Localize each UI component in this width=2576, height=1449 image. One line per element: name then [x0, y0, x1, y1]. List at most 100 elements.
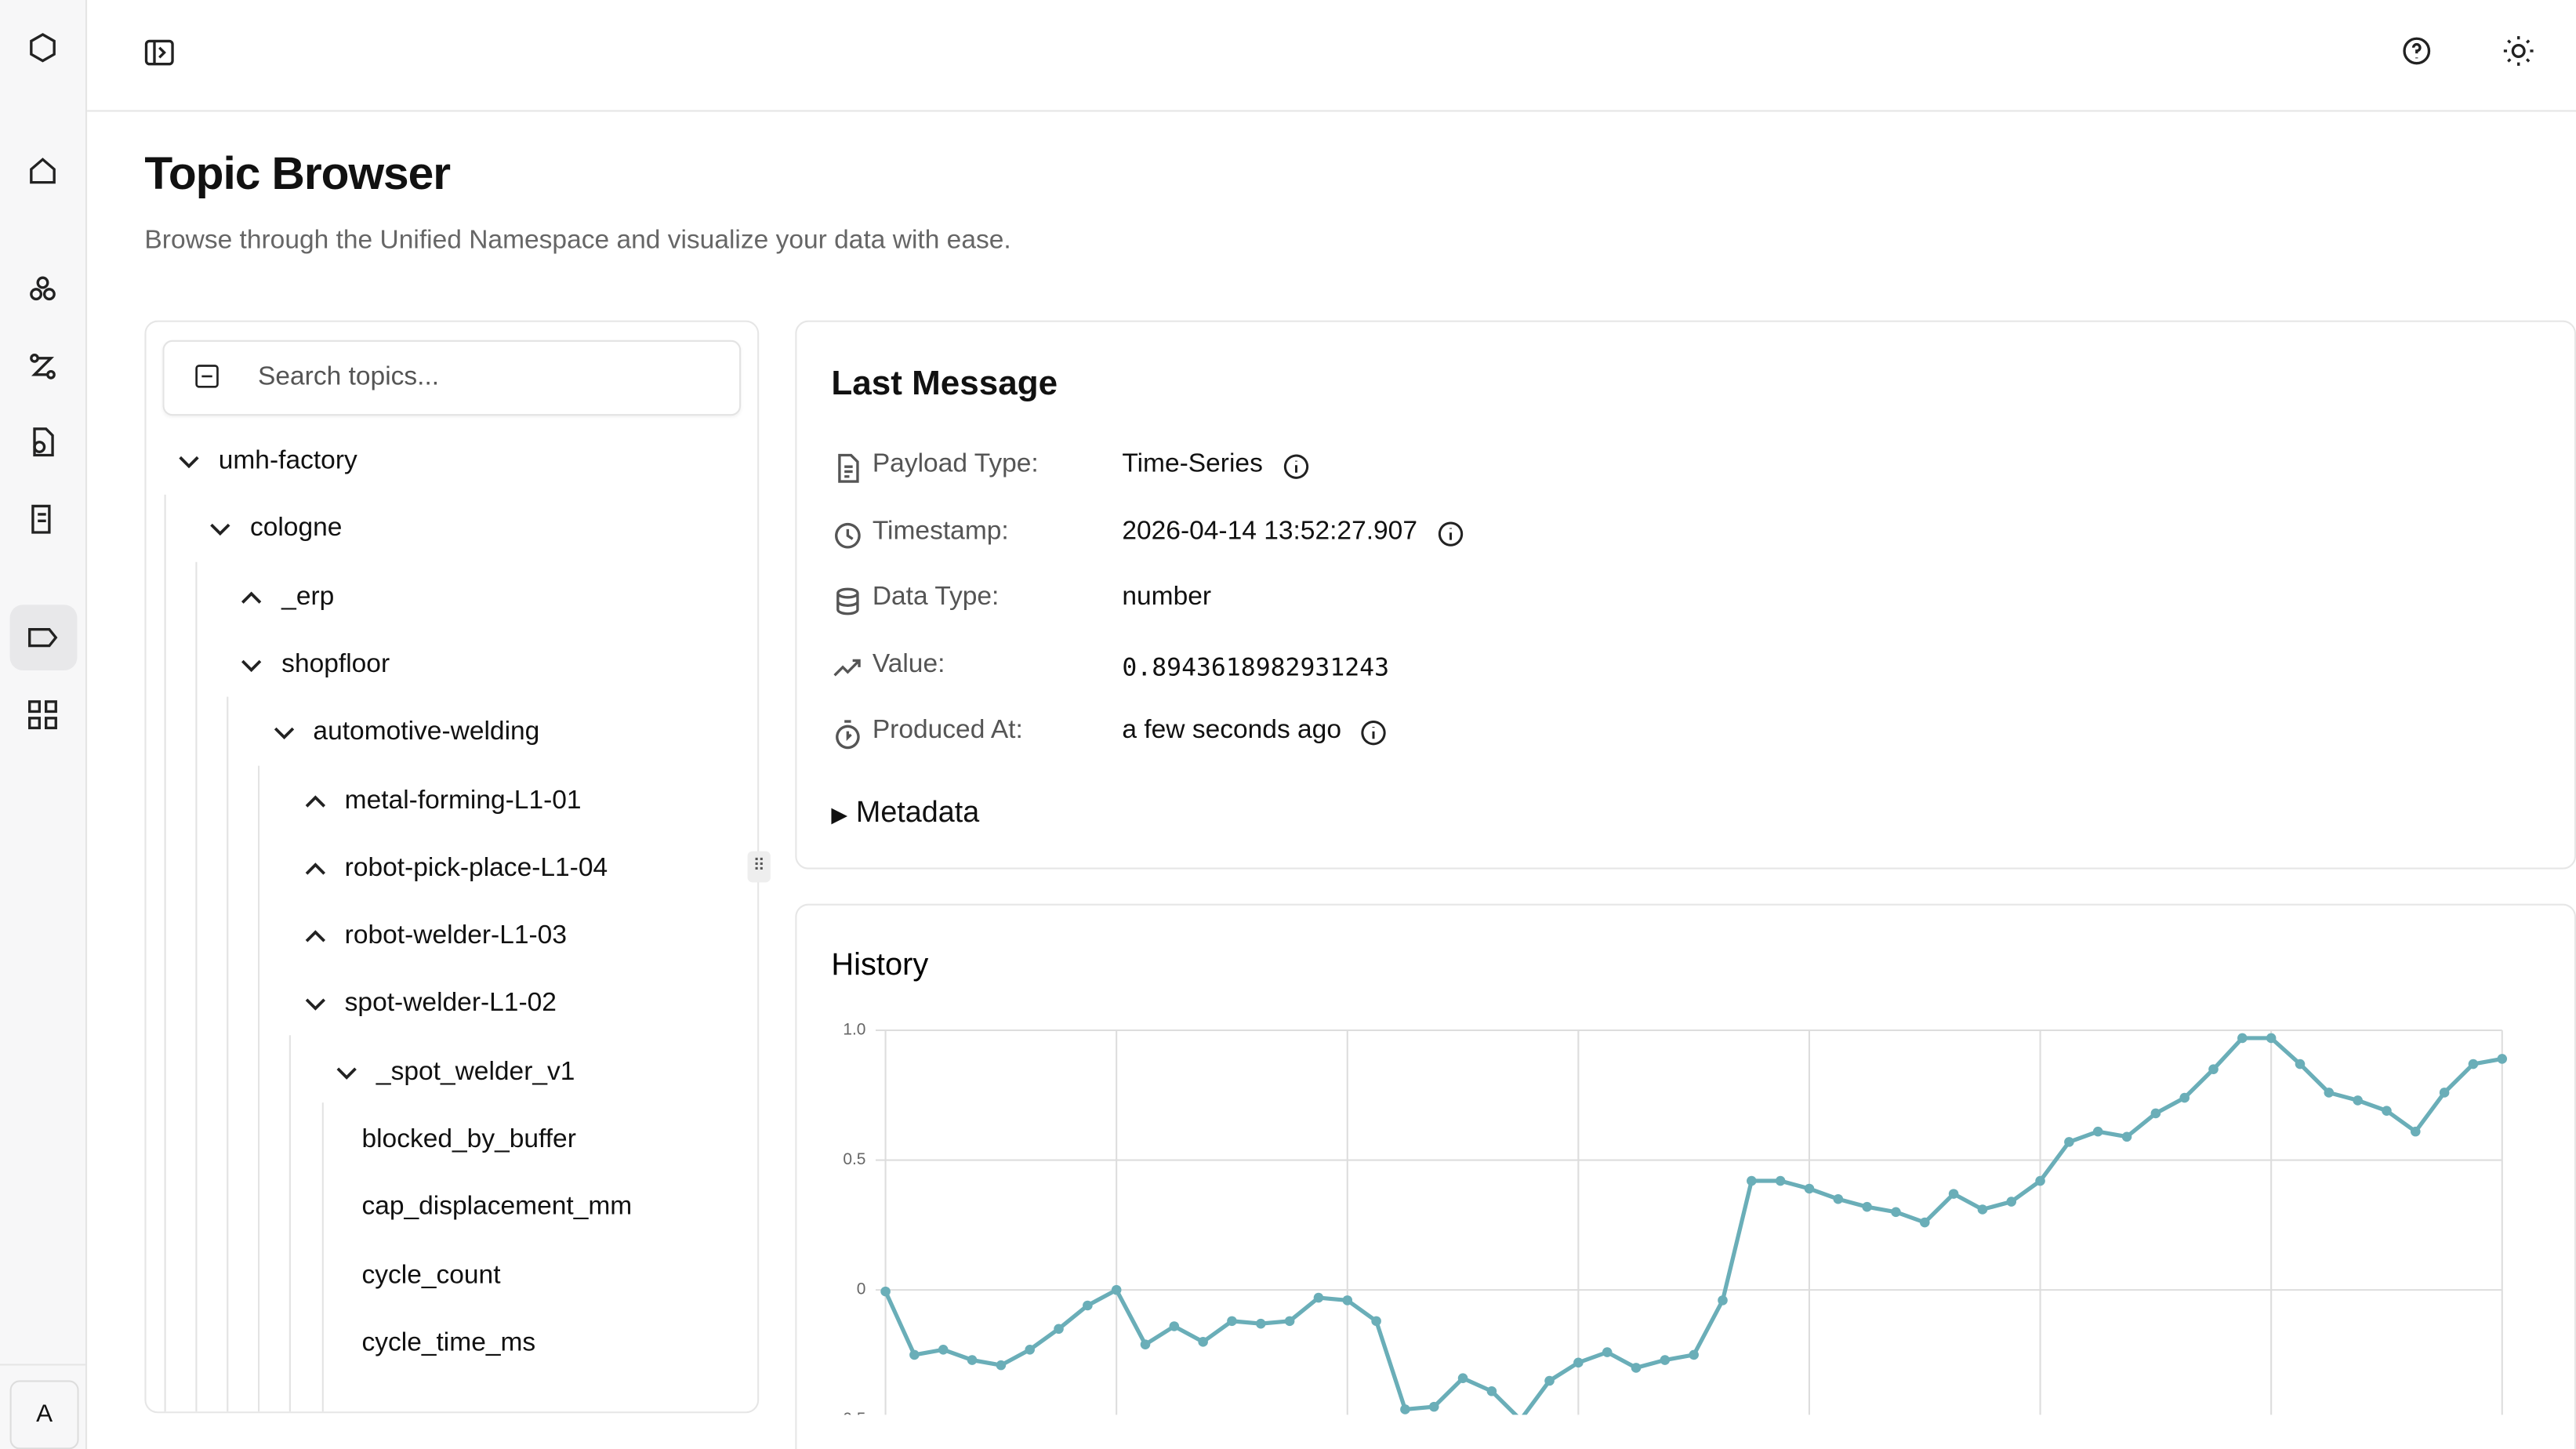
field-icon — [833, 658, 861, 676]
data-point — [2092, 1126, 2103, 1137]
chevron[interactable] — [238, 583, 267, 612]
field-icon-path — [836, 720, 860, 750]
chevron[interactable] — [269, 718, 299, 748]
nav-docs[interactable] — [27, 503, 60, 536]
tree-node[interactable]: shopfloor — [281, 650, 390, 679]
nav-apps[interactable] — [27, 699, 60, 732]
chevron-path — [305, 999, 325, 1011]
chevron[interactable] — [332, 1058, 361, 1088]
data-point — [1977, 1204, 1988, 1215]
page-subtitle: Browse through the Unified Namespace and… — [144, 227, 1011, 255]
info-icon[interactable] — [1435, 518, 1465, 548]
tree-node[interactable]: metal-forming-L1-01 — [344, 786, 582, 815]
data-point — [2439, 1088, 2450, 1098]
tree-node[interactable]: automotive-welding — [313, 718, 540, 746]
data-point — [967, 1355, 978, 1365]
data-point — [2208, 1064, 2219, 1074]
sidebar-toggle[interactable] — [143, 36, 176, 69]
field-icon-path — [836, 587, 859, 616]
chevron[interactable] — [205, 515, 235, 545]
tree-node[interactable]: blocked_by_buffer — [361, 1125, 576, 1154]
data-point — [1862, 1201, 1872, 1212]
data-point — [1111, 1284, 1122, 1295]
data-point — [2150, 1108, 2161, 1119]
data-point — [1747, 1175, 1757, 1186]
tree-node[interactable]: cap_displacement_mm — [361, 1193, 633, 1222]
tree-node[interactable]: _erp — [281, 583, 335, 611]
data-point — [1573, 1357, 1584, 1368]
field-label: Value: — [872, 649, 945, 678]
info-icon[interactable] — [1359, 718, 1389, 748]
chevron-path — [179, 456, 199, 469]
field-icon — [838, 453, 859, 483]
data-point — [996, 1360, 1007, 1371]
data-point — [2064, 1137, 2074, 1147]
data-point — [1486, 1385, 1497, 1396]
metadata-toggle[interactable]: ▶ Metadata — [831, 795, 980, 829]
data-point — [1891, 1207, 1901, 1218]
header — [87, 0, 2576, 112]
field-icon-path — [833, 658, 861, 676]
nav-flows[interactable] — [27, 350, 60, 383]
chevron[interactable] — [238, 651, 267, 681]
data-point — [1284, 1316, 1295, 1327]
data-point — [2295, 1059, 2306, 1070]
chevron[interactable] — [300, 854, 330, 884]
chevron[interactable] — [300, 786, 330, 816]
data-point — [2006, 1197, 2017, 1207]
data-point — [1054, 1324, 1064, 1335]
field-value: number — [1122, 583, 1212, 612]
logo — [30, 33, 56, 63]
data-point — [1919, 1217, 1930, 1228]
data-point — [1400, 1404, 1410, 1414]
info-icon[interactable] — [1281, 452, 1311, 481]
field-label: Data Type: — [872, 583, 1000, 612]
tree-node[interactable]: spot-welder-L1-02 — [344, 990, 557, 1019]
tree-node[interactable]: _spot_welder_v1 — [376, 1057, 575, 1086]
field-icon — [836, 720, 860, 750]
sidebar: A — [0, 0, 88, 1449]
nav-active-bg — [9, 605, 78, 671]
data-point — [2324, 1088, 2335, 1098]
theme-toggle[interactable] — [2502, 34, 2535, 67]
chevron-path — [241, 590, 263, 603]
tree-node[interactable]: cologne — [249, 514, 343, 543]
tree-guide — [164, 494, 166, 1412]
chevron[interactable] — [300, 922, 330, 952]
data-point — [1631, 1363, 1642, 1373]
nav-files[interactable] — [27, 426, 60, 459]
help-button[interactable] — [2400, 34, 2433, 67]
data-point — [1833, 1193, 1844, 1204]
data-point — [1775, 1175, 1786, 1186]
data-point — [1140, 1339, 1151, 1349]
resize-handle[interactable]: ⠿ — [747, 851, 771, 883]
tree-guide — [227, 696, 229, 1412]
history-card: History 1.0 0.5 0 -0.5 — [795, 903, 2576, 1449]
field-value: a few seconds ago — [1122, 716, 1341, 745]
nav-modules[interactable] — [27, 273, 60, 306]
field-icon — [836, 587, 859, 616]
tree-node[interactable]: robot-pick-place-L1-04 — [344, 854, 608, 882]
tree-node[interactable]: cycle_time_ms — [361, 1329, 536, 1357]
chevron[interactable] — [174, 447, 204, 477]
search-box[interactable]: Search topics... — [162, 340, 742, 416]
tree-node[interactable]: robot-welder-L1-03 — [344, 921, 567, 950]
chevron-path — [305, 862, 325, 875]
data-point — [1256, 1318, 1266, 1329]
avatar[interactable]: A — [9, 1380, 79, 1449]
field-label: Timestamp: — [872, 517, 1009, 545]
collapse-icon[interactable] — [194, 363, 220, 390]
nav-home[interactable] — [27, 154, 60, 187]
data-point — [1169, 1321, 1180, 1331]
chevron[interactable] — [300, 990, 330, 1019]
nav-topics[interactable] — [27, 621, 60, 654]
data-point — [1602, 1347, 1613, 1357]
data-point — [2035, 1175, 2045, 1186]
data-point — [938, 1344, 949, 1355]
chevron-path — [305, 930, 325, 942]
tree-node[interactable]: cycle_count — [361, 1261, 501, 1290]
field-value: 2026-04-14 13:52:27.907 — [1122, 517, 1417, 545]
tree-node[interactable]: umh-factory — [218, 447, 357, 475]
